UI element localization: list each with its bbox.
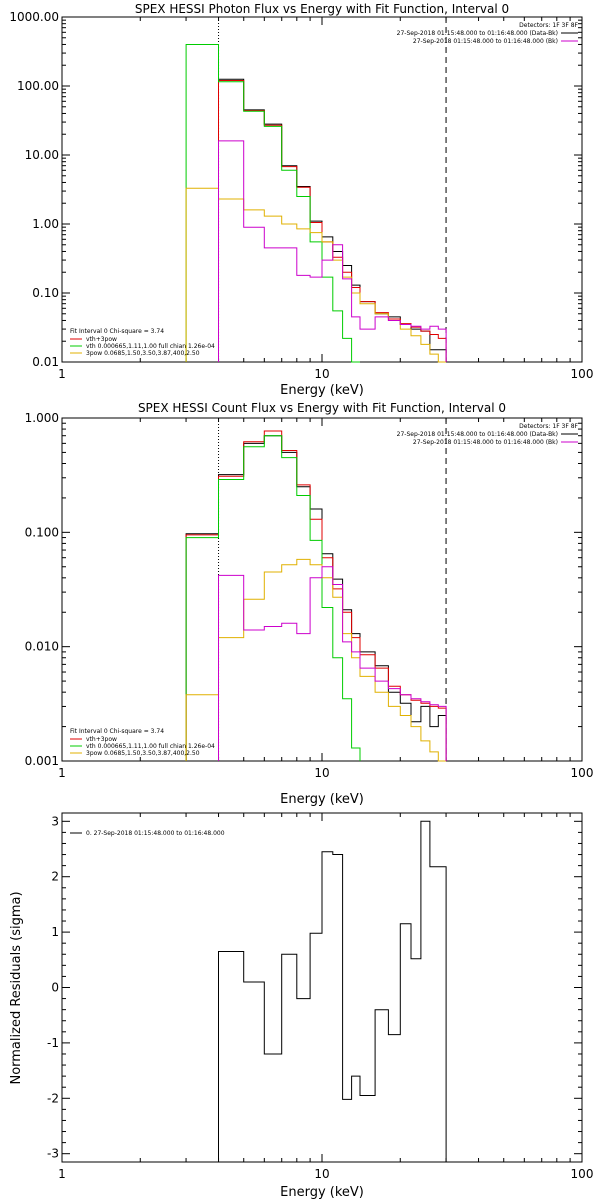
y-tick-label: -2 xyxy=(47,1091,59,1105)
x-tick-label: 1 xyxy=(58,766,66,780)
y-tick-labels: 0.001 0.010 0.100 1.000 xyxy=(25,411,59,768)
y-tick-label: 100.00 xyxy=(17,79,59,93)
y-tick-labels: -3 -2 -1 0 1 2 3 xyxy=(47,814,59,1160)
histogram-series-line xyxy=(218,80,447,362)
y-tick-label: -3 xyxy=(47,1147,59,1161)
x-tick-label: 10 xyxy=(314,766,329,780)
y-tick-label: 2 xyxy=(51,870,59,884)
legend-top: Detectors: 1F 3F 8F 27-Sep-2018 01:15:48… xyxy=(397,22,579,45)
y-tick-label: 0.001 xyxy=(25,754,59,768)
energy-range-markers xyxy=(218,17,447,362)
residuals-panel: -3 -2 -1 0 1 2 3 1 10 100 Energy (keV) N… xyxy=(9,812,593,1200)
x-tick-label: 1 xyxy=(58,1167,66,1181)
histogram-series-line xyxy=(185,435,447,761)
legend-entry: 0. 27-Sep-2018 01:15:48.000 to 01:16:48.… xyxy=(86,830,225,837)
x-tick-labels: 1 10 100 xyxy=(58,367,593,381)
histogram-series-line xyxy=(218,566,447,761)
histogram-series-line xyxy=(185,435,361,761)
histogram-series-line xyxy=(185,187,447,363)
y-tick-label: 0.100 xyxy=(25,525,59,539)
x-tick-label: 100 xyxy=(571,1167,594,1181)
photon-flux-panel: SPEX HESSI Photon Flux vs Energy with Fi… xyxy=(9,2,593,398)
histogram-series-line xyxy=(185,558,447,762)
legend-entry: 3pow 0.0685,1.50,3.50,3.87,400,2.50 xyxy=(86,750,200,757)
x-axis-label: Energy (keV) xyxy=(280,792,364,807)
legend-header: Detectors: 1F 3F 8F xyxy=(519,423,578,430)
legend-entry: 3pow 0.0685,1.50,3.50,3.87,400,2.50 xyxy=(86,350,200,357)
legend-entry: 27-Sep-2018 01:15:48.000 to 01:16:48.000… xyxy=(397,30,558,37)
legend: 0. 27-Sep-2018 01:15:48.000 to 01:16:48.… xyxy=(70,830,225,837)
energy-range-markers xyxy=(218,418,447,761)
series-group xyxy=(185,44,447,363)
chart-title: SPEX HESSI Count Flux vs Energy with Fit… xyxy=(138,401,506,415)
x-tick-label: 10 xyxy=(314,1167,329,1181)
histogram-series-line xyxy=(218,78,447,362)
chart-title: SPEX HESSI Photon Flux vs Energy with Fi… xyxy=(135,2,509,16)
histogram-series-line xyxy=(218,820,447,1162)
legend-fit: Fit Interval 0 Chi-square = 3.74 vth+3po… xyxy=(70,728,215,757)
histogram-series-line xyxy=(185,44,360,363)
y-axis-label: Normalized Residuals (sigma) xyxy=(9,891,24,1084)
x-tick-label: 100 xyxy=(571,766,594,780)
axis-ticks xyxy=(61,17,582,363)
legend-header: Fit Interval 0 Chi-square = 3.74 xyxy=(70,328,164,335)
y-tick-label: -1 xyxy=(47,1036,59,1050)
series-group xyxy=(218,820,447,1162)
legend-header: Fit Interval 0 Chi-square = 3.74 xyxy=(70,728,164,735)
y-tick-label: 3 xyxy=(51,814,59,828)
y-tick-label: 0 xyxy=(51,981,59,995)
y-tick-label: 1000.00 xyxy=(9,10,59,24)
y-tick-label: 1.000 xyxy=(25,411,59,425)
plot-frame xyxy=(61,16,583,363)
y-tick-label: 1 xyxy=(51,925,59,939)
y-tick-label: 1.00 xyxy=(32,217,59,231)
histogram-series-line xyxy=(185,430,447,761)
legend-entry: vth 0.000665,1.11,1.00 full chian 1.26e-… xyxy=(86,343,215,350)
legend-entry: 27-Sep-2018 01:15:48.000 to 01:16:48.000… xyxy=(397,431,558,438)
x-axis-label: Energy (keV) xyxy=(280,1185,364,1200)
series-group xyxy=(185,430,447,762)
x-tick-labels: 1 10 100 xyxy=(58,1167,593,1181)
axis-ticks xyxy=(61,813,582,1162)
x-axis-label: Energy (keV) xyxy=(280,383,364,398)
legend-entry: 27-Sep-2018 01:15:48.000 to 01:16:48.000… xyxy=(413,38,558,45)
legend-entry: vth 0.000665,1.11,1.00 full chian 1.26e-… xyxy=(86,743,215,750)
x-tick-label: 10 xyxy=(314,367,329,381)
legend-entry: 27-Sep-2018 01:15:48.000 to 01:16:48.000… xyxy=(413,439,558,446)
legend-top: Detectors: 1F 3F 8F 27-Sep-2018 01:15:48… xyxy=(397,423,579,446)
count-flux-panel: SPEX HESSI Count Flux vs Energy with Fit… xyxy=(25,401,594,807)
x-tick-label: 100 xyxy=(571,367,594,381)
histogram-series-line xyxy=(218,140,447,362)
x-tick-labels: 1 10 100 xyxy=(58,766,593,780)
y-tick-label: 0.10 xyxy=(32,286,59,300)
y-tick-label: 0.010 xyxy=(25,640,59,654)
y-tick-label: 0.01 xyxy=(32,355,59,369)
y-tick-label: 10.00 xyxy=(25,148,59,162)
legend-entry: vth+3pow xyxy=(86,336,117,343)
legend-header: Detectors: 1F 3F 8F xyxy=(519,22,578,29)
y-tick-labels: 0.01 0.10 1.00 10.00 100.00 1000.00 xyxy=(9,10,59,369)
legend-fit: Fit Interval 0 Chi-square = 3.74 vth+3po… xyxy=(70,328,215,357)
x-tick-label: 1 xyxy=(58,367,66,381)
legend-entry: vth+3pow xyxy=(86,736,117,743)
